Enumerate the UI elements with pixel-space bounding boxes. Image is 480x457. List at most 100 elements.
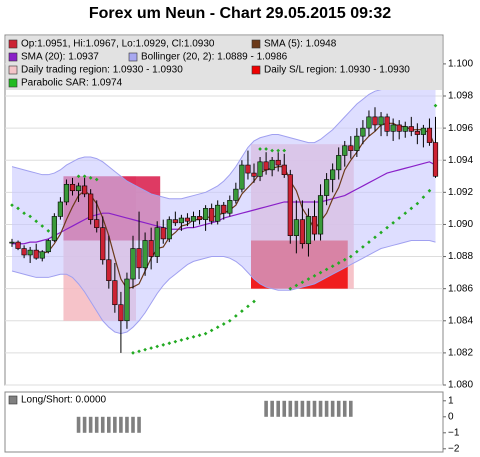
legend-swatch [8, 78, 18, 88]
sar-dot [421, 195, 426, 199]
sar-dot [215, 325, 220, 330]
sar-dot [433, 103, 438, 108]
sar-dot [324, 267, 329, 272]
candle-body [323, 179, 330, 196]
candle-body [384, 116, 390, 132]
candle-body [203, 208, 209, 220]
candle-body [396, 124, 402, 132]
candle-body [178, 217, 185, 224]
candle-body [354, 135, 360, 151]
candle-body [348, 145, 354, 151]
candle-body [45, 240, 51, 253]
chart-title: Forex um Neun - Chart 29.05.2015 09:32 [89, 5, 391, 22]
bar [312, 400, 317, 417]
candle-body [57, 201, 63, 217]
sar-dot [149, 346, 153, 350]
sar-dot [179, 338, 184, 342]
candle-body [215, 204, 221, 222]
candle-body [378, 116, 384, 126]
y-tick-label: 1.096 [448, 123, 473, 134]
bar [288, 400, 293, 417]
sar-dot [367, 240, 371, 244]
candle-body [184, 217, 191, 222]
sar-dot [88, 176, 93, 180]
y-tick-label: 1.086 [448, 283, 473, 294]
legend-swatch [251, 39, 261, 49]
sar-dot [270, 148, 274, 153]
bar [342, 400, 347, 417]
bar [300, 400, 305, 417]
legend-label: Daily trading region: 1.0930 - 1.0930 [21, 65, 183, 76]
sar-dot [385, 225, 389, 230]
candle-body [100, 227, 106, 261]
candle-body [88, 193, 94, 220]
candle-body [106, 259, 112, 281]
y-tick-label: 1.082 [448, 348, 473, 359]
candle-body [94, 219, 100, 228]
candle-body [118, 304, 124, 322]
candle-body [166, 219, 172, 240]
sar-dot [234, 314, 238, 318]
sar-dot [76, 174, 81, 179]
bar [349, 400, 353, 417]
y-tick-label: 1.094 [448, 155, 473, 166]
sar-dot [240, 309, 244, 313]
sar-dot [167, 341, 172, 346]
sar-dot [94, 177, 99, 182]
sar-dot [246, 304, 250, 309]
sar-dot [46, 229, 51, 233]
candle-body [299, 219, 306, 245]
candle-body [408, 126, 414, 132]
candle-body [251, 172, 257, 177]
legend-swatch [8, 65, 18, 75]
candle-body [414, 131, 420, 135]
bar [119, 416, 123, 433]
sar-dot [336, 261, 341, 265]
candle-body [293, 219, 299, 236]
legend-swatch [8, 39, 18, 49]
bar [318, 400, 323, 417]
candle-body [336, 155, 342, 171]
sar-dot [403, 211, 408, 216]
sar-dot [330, 264, 335, 269]
sar-dot [82, 174, 87, 179]
candle-body [342, 145, 348, 156]
candle-body [275, 159, 281, 166]
candle-body [130, 248, 136, 280]
candle-body [124, 278, 130, 322]
sar-dot [203, 331, 208, 336]
candle-body [245, 164, 251, 174]
sar-dot [161, 343, 166, 347]
bar [336, 400, 341, 417]
candle-body [233, 188, 239, 201]
candle-body [82, 185, 88, 195]
bar [330, 400, 335, 417]
candle-body [420, 127, 427, 135]
sar-dot [155, 344, 160, 349]
sar-dot [185, 336, 190, 341]
bar [306, 400, 311, 417]
legend-label: SMA (20): 1.0937 [21, 52, 99, 63]
candle-body [69, 184, 76, 192]
candle-body [142, 240, 148, 269]
candle-body [39, 251, 45, 259]
bar [113, 416, 117, 433]
legend-label: Daily S/L region: 1.0930 - 1.0930 [264, 65, 410, 76]
bar [88, 416, 93, 433]
sar-dot [427, 188, 432, 193]
legend-swatch [8, 395, 18, 405]
candle-body [27, 249, 33, 256]
sar-dot [252, 299, 256, 304]
candle-body [227, 200, 233, 214]
y-tick-label: 1.100 [448, 59, 473, 70]
candle-body [172, 219, 178, 224]
candle-body [263, 161, 269, 171]
y-tick-label: 0 [448, 411, 454, 422]
y-tick-label: −1 [448, 427, 460, 438]
sar-dot [131, 351, 135, 355]
sar-dot [173, 339, 178, 344]
candle-body [160, 227, 166, 240]
sar-dot [318, 270, 323, 275]
bollinger-upper [11, 85, 436, 200]
